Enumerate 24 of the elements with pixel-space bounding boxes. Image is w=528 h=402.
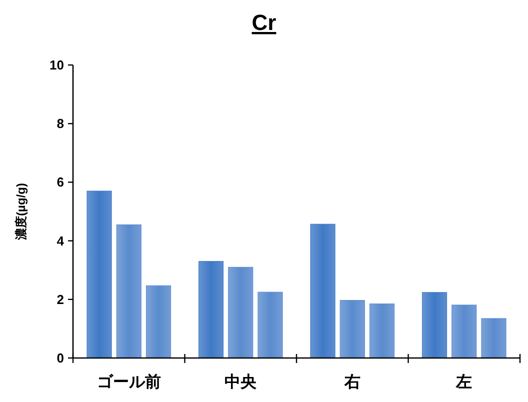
bar [422,292,448,358]
y-tick-label: 6 [56,174,64,190]
bar [116,224,142,358]
bar [86,190,112,358]
x-tick-label: 右 [343,373,360,391]
y-tick-label: 8 [56,116,64,132]
y-tick-label: 0 [56,350,64,366]
bar [198,261,224,358]
bar [228,266,254,358]
y-tick-label: 4 [56,233,65,248]
y-axis-title: 濃度(µg/g) [14,183,28,241]
bar [481,318,506,358]
bar [369,304,395,358]
x-tick-label: 中央 [224,373,258,391]
chart-title: Cr [252,10,277,35]
bar [258,292,283,358]
bar [452,304,477,358]
y-tick-label: 10 [50,58,64,72]
bar [310,224,336,358]
y-tick-label: 2 [56,292,64,307]
bar [340,300,365,358]
x-tick-label: ゴール前 [96,373,161,391]
x-tick-label: 左 [455,373,472,391]
bar [146,285,172,358]
